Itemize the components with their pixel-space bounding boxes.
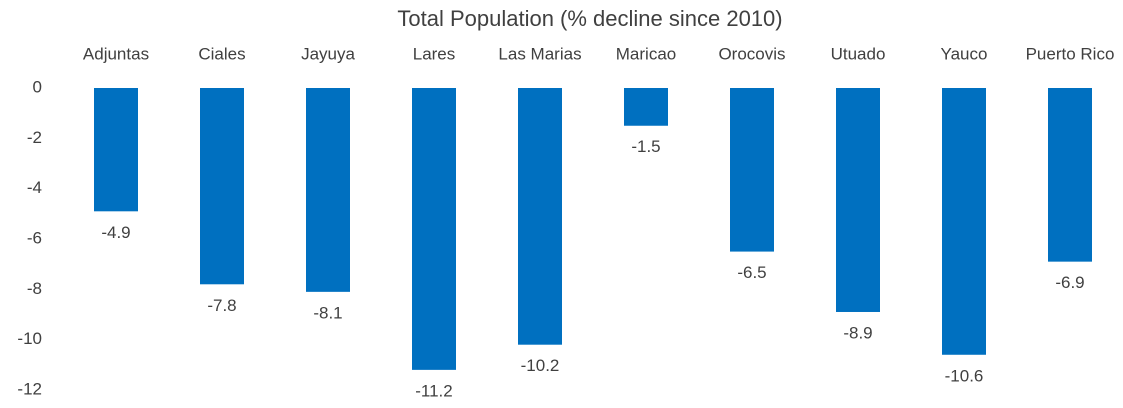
bar: [942, 88, 986, 355]
x-tick-label: Ciales: [198, 44, 245, 63]
chart-title: Total Population (% decline since 2010): [397, 6, 782, 31]
data-label: -1.5: [631, 137, 660, 156]
x-tick-label: Puerto Rico: [1026, 44, 1115, 63]
data-label: -7.8: [207, 296, 236, 315]
bar: [306, 88, 350, 292]
x-tick-label: Adjuntas: [83, 44, 149, 63]
x-tick-label: Lares: [413, 44, 456, 63]
data-label: -10.2: [521, 356, 560, 375]
y-tick-label: -10: [17, 329, 42, 348]
data-label: -6.5: [737, 263, 766, 282]
bar: [836, 88, 880, 312]
bar: [1048, 88, 1092, 262]
bar: [624, 88, 668, 126]
x-tick-label: Las Marias: [498, 44, 581, 63]
bar: [412, 88, 456, 370]
data-label: -4.9: [101, 223, 130, 242]
y-tick-label: -6: [27, 228, 42, 247]
y-tick-label: -12: [17, 379, 42, 398]
bar: [94, 88, 138, 212]
data-label: -8.9: [843, 323, 872, 342]
data-label: -6.9: [1055, 273, 1084, 292]
bar: [200, 88, 244, 285]
y-tick-label: 0: [33, 77, 42, 96]
y-tick-label: -2: [27, 128, 42, 147]
x-tick-label: Jayuya: [301, 44, 355, 63]
data-label: -8.1: [313, 303, 342, 322]
x-tick-label: Maricao: [616, 44, 676, 63]
data-label: -11.2: [415, 381, 453, 400]
y-tick-label: -4: [27, 178, 42, 197]
bar: [730, 88, 774, 252]
y-tick-label: -8: [27, 279, 42, 298]
x-tick-label: Utuado: [831, 44, 886, 63]
x-tick-label: Orocovis: [718, 44, 785, 63]
data-label: -10.6: [945, 366, 984, 385]
bar: [518, 88, 562, 345]
x-tick-label: Yauco: [941, 44, 988, 63]
